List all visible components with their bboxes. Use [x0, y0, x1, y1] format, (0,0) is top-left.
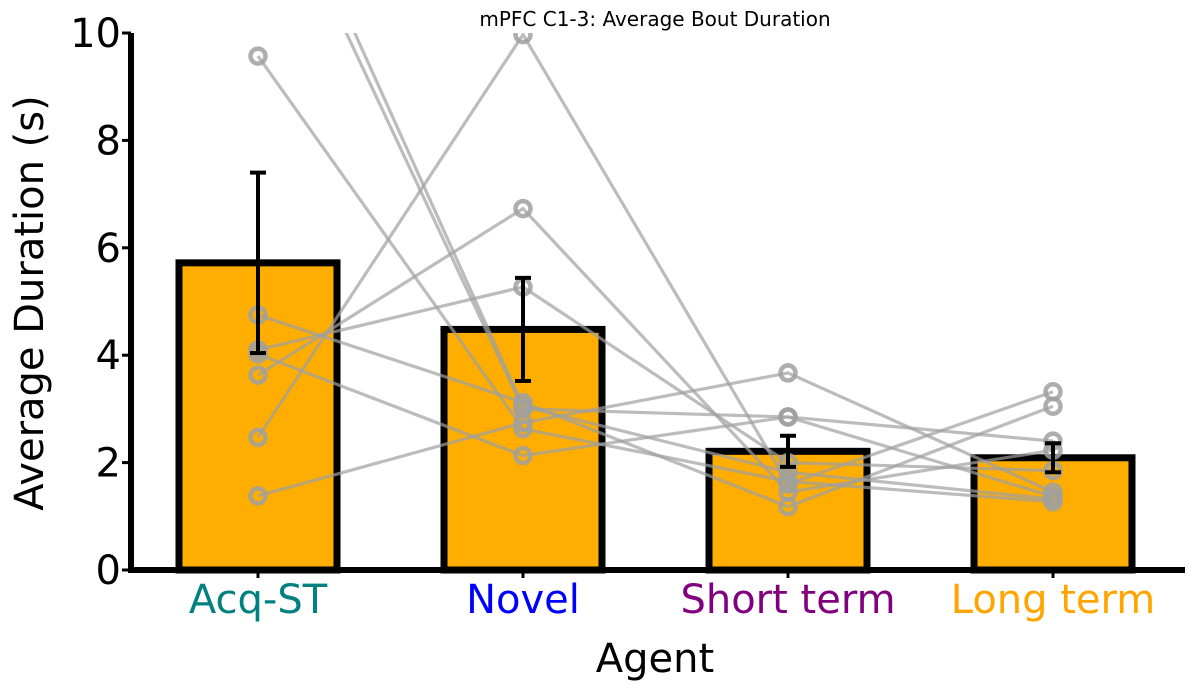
y-tick-label: 4: [96, 333, 121, 379]
x-axis-title: Agent: [596, 636, 714, 682]
subject-line: [257, 352, 1054, 458]
subject-point: [778, 482, 798, 502]
subject-point: [778, 474, 798, 494]
subject-point: [1043, 489, 1063, 509]
subject-line: [257, 206, 1054, 494]
subjects-layer: [248, 33, 1063, 517]
axes-layer: [128, 33, 1185, 573]
chart-title: mPFC C1-3: Average Bout Duration: [479, 7, 830, 31]
x-tick-label-short-term: Short term: [680, 577, 895, 623]
subject-point: [778, 407, 798, 427]
subject-line: [344, 33, 1054, 498]
subject-line: [353, 33, 1054, 501]
error-bar: [250, 170, 266, 356]
subject-point: [1043, 482, 1063, 502]
subject-point: [513, 33, 533, 45]
error-bar: [780, 433, 796, 469]
y-tick-label: 10: [70, 11, 121, 57]
subject-point: [513, 198, 533, 219]
subject-point: [513, 445, 533, 466]
subject-point: [248, 365, 268, 385]
x-tick-label-novel: Novel: [466, 577, 580, 623]
y-ticks: 0 2 4 6 8 10: [70, 11, 131, 594]
subject-point: [248, 46, 268, 66]
subject-point: [778, 363, 798, 383]
subject-point: [248, 486, 268, 506]
errors-layer: [250, 170, 1061, 475]
y-tick-label: 0: [96, 548, 121, 594]
y-axis-title: Average Duration (s): [7, 95, 53, 510]
x-tick-label-acq-st: Acq-ST: [189, 577, 328, 623]
subject-line: [257, 371, 1054, 498]
subject-line: [257, 313, 1054, 509]
x-tick-label-long-term: Long term: [951, 577, 1156, 623]
subject-line: [257, 285, 1054, 473]
subject-point: [1043, 396, 1063, 416]
y-tick-label: 6: [96, 226, 121, 272]
subject-point: [513, 396, 533, 416]
subject-line: [256, 33, 1054, 487]
x-ticks: Acq-ST Novel Short term Long term: [189, 570, 1155, 623]
y-tick-label: 2: [96, 441, 121, 487]
y-tick-label: 8: [96, 118, 121, 164]
bar-long-term: [970, 454, 1136, 574]
error-bar: [515, 275, 531, 383]
subject-point: [248, 427, 268, 448]
error-bar: [1045, 441, 1061, 475]
bars-layer: [175, 259, 1136, 574]
